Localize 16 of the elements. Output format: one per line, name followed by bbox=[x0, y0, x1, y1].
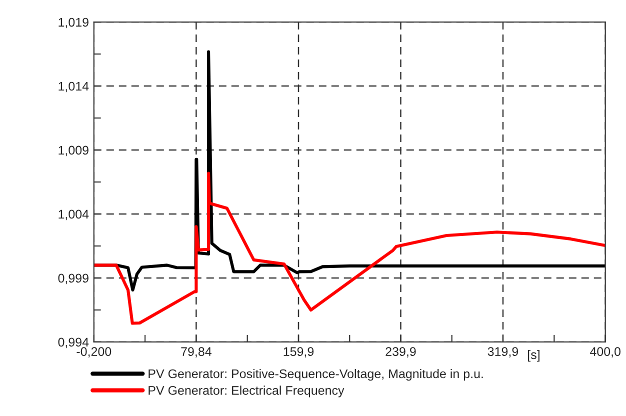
y-tick-label: 0,994 bbox=[58, 338, 89, 348]
x-tick-label: 239,9 bbox=[386, 347, 416, 358]
x-tick-label: -0,200 bbox=[76, 347, 112, 358]
y-tick-label: 1,014 bbox=[58, 82, 89, 92]
y-tick-label: 1,009 bbox=[58, 146, 88, 156]
legend-label: PV Generator: Electrical Frequency bbox=[148, 386, 344, 398]
x-tick-label: 319,9 bbox=[488, 347, 518, 358]
line-series bbox=[94, 172, 606, 325]
y-tick-label: 0,999 bbox=[58, 274, 88, 284]
y-tick-label: 1,004 bbox=[58, 210, 89, 220]
x-tick-label: 400,0 bbox=[590, 347, 620, 358]
x-axis-title: [s] bbox=[528, 350, 540, 362]
x-tick-label: 79,84 bbox=[181, 347, 212, 358]
legend-label: PV Generator: Positive-Sequence-Voltage, Magnitude in p.u. bbox=[148, 369, 483, 381]
x-tick-label: 159,9 bbox=[284, 347, 314, 358]
y-tick-label: 1,019 bbox=[58, 18, 88, 28]
